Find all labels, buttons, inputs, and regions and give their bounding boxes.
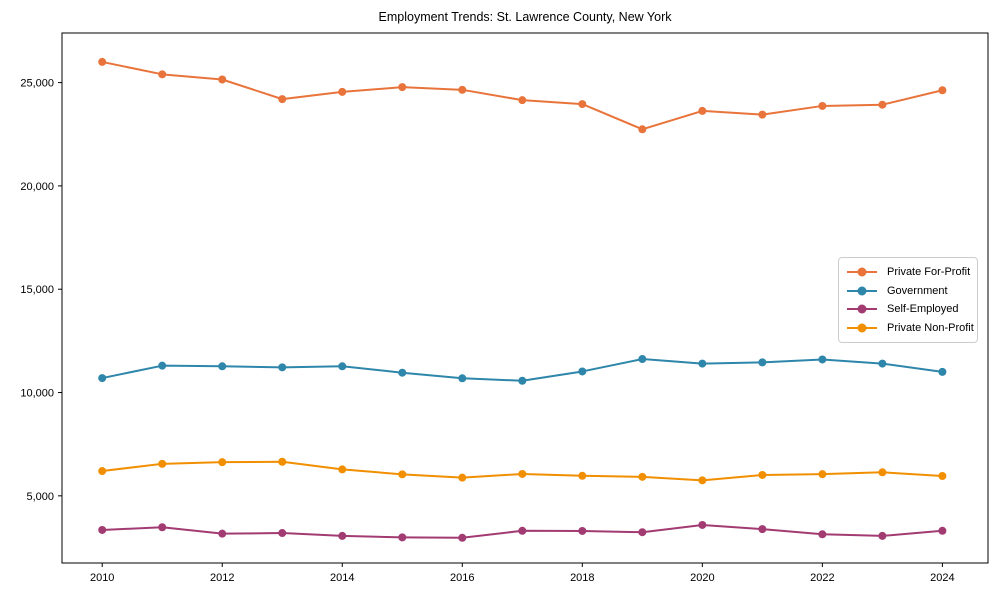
legend-line-marker-icon: [847, 323, 877, 333]
data-point-government-2016: [458, 374, 467, 383]
data-point-private-non-profit-2022: [818, 470, 827, 479]
data-point-private-non-profit-2021: [758, 470, 767, 479]
data-point-private-for-profit-2016: [458, 85, 467, 94]
legend-dot-icon: [857, 286, 867, 296]
data-point-government-2021: [758, 358, 767, 367]
data-point-government-2018: [578, 367, 587, 376]
x-tick-label: 2010: [90, 572, 114, 584]
x-tick-label: 2022: [810, 572, 834, 584]
legend-item: Private For-Profit: [847, 266, 971, 279]
plot-border: [61, 32, 989, 564]
x-tick-label: 2020: [690, 572, 714, 584]
y-tick-label: 20,000: [20, 181, 54, 193]
data-point-private-for-profit-2021: [758, 110, 767, 119]
data-point-government-2024: [938, 367, 947, 376]
legend-item: Government: [847, 285, 969, 297]
data-point-government-2012: [218, 362, 227, 371]
data-point-self-employed-2011: [158, 523, 167, 532]
data-point-private-for-profit-2017: [518, 96, 527, 105]
data-point-private-for-profit-2010: [98, 57, 107, 66]
x-tick-label: 2014: [330, 572, 354, 584]
data-point-private-for-profit-2012: [218, 75, 227, 84]
data-point-self-employed-2021: [758, 525, 767, 534]
data-point-private-non-profit-2011: [158, 459, 167, 468]
y-tick-label: 10,000: [20, 388, 54, 400]
data-point-private-for-profit-2022: [818, 101, 827, 110]
legend-line-marker-icon: [847, 286, 877, 296]
legend-box: Private For-Profit Government Self-Employe…: [838, 257, 978, 343]
data-point-private-non-profit-2016: [458, 473, 467, 482]
x-tick-label: 2024: [930, 572, 954, 584]
data-point-self-employed-2023: [878, 531, 887, 540]
y-tick-label: 5,000: [26, 491, 54, 503]
data-point-self-employed-2013: [278, 529, 287, 538]
data-point-private-for-profit-2019: [638, 125, 647, 134]
data-point-private-non-profit-2019: [638, 472, 647, 481]
data-point-private-non-profit-2012: [218, 458, 227, 467]
data-point-private-non-profit-2014: [338, 465, 347, 474]
data-point-government-2010: [98, 374, 107, 383]
data-point-private-for-profit-2018: [578, 100, 587, 109]
x-tick-label: 2018: [570, 572, 594, 584]
series-line-private-for-profit: [101, 60, 944, 131]
data-point-self-employed-2010: [98, 525, 107, 534]
data-point-self-employed-2018: [578, 526, 587, 535]
legend-dot-icon: [857, 323, 867, 333]
data-point-private-non-profit-2020: [698, 476, 707, 485]
data-point-private-for-profit-2015: [398, 83, 407, 92]
data-point-self-employed-2019: [638, 528, 647, 537]
data-point-government-2020: [698, 359, 707, 368]
chart-title: Employment Trends: St. Lawrence County, …: [378, 10, 672, 24]
data-point-self-employed-2024: [938, 526, 947, 535]
legend-line-marker-icon: [847, 304, 877, 314]
data-point-self-employed-2015: [398, 533, 407, 542]
data-point-government-2019: [638, 355, 647, 364]
y-tick-label: 15,000: [20, 284, 54, 296]
data-point-self-employed-2020: [698, 520, 707, 529]
data-point-self-employed-2014: [338, 531, 347, 540]
data-point-government-2013: [278, 363, 287, 372]
legend-label: Government: [887, 284, 948, 297]
data-point-private-for-profit-2011: [158, 70, 167, 79]
data-point-private-non-profit-2010: [98, 467, 107, 476]
data-point-government-2014: [338, 362, 347, 371]
legend-item: Private Non-Profit: [847, 322, 974, 334]
y-tick-label: 25,000: [20, 78, 54, 90]
data-point-private-non-profit-2024: [938, 472, 947, 481]
legend-label: Private For-Profit: [887, 266, 971, 279]
legend-dot-icon: [857, 267, 867, 277]
data-point-government-2015: [398, 368, 407, 377]
data-point-private-for-profit-2023: [878, 100, 887, 109]
data-point-private-for-profit-2024: [938, 86, 947, 95]
data-point-government-2011: [158, 361, 167, 370]
data-point-government-2023: [878, 359, 887, 368]
data-point-government-2022: [818, 355, 827, 364]
x-tick-label: 2012: [210, 572, 234, 584]
data-point-private-non-profit-2013: [278, 457, 287, 466]
legend-label: Self-Employed: [887, 303, 959, 316]
x-tick-label: 2016: [450, 572, 474, 584]
data-point-private-for-profit-2020: [698, 106, 707, 115]
data-point-government-2017: [518, 376, 527, 385]
data-point-private-non-profit-2015: [398, 470, 407, 479]
data-point-private-for-profit-2014: [338, 87, 347, 96]
legend-line-marker-icon: [847, 267, 877, 277]
data-point-self-employed-2016: [458, 533, 467, 542]
legend-label: Private Non-Profit: [887, 321, 974, 334]
data-point-private-for-profit-2013: [278, 95, 287, 104]
legend-dot-icon: [857, 304, 867, 314]
data-point-self-employed-2012: [218, 529, 227, 538]
data-point-self-employed-2017: [518, 526, 527, 535]
legend-item: Self-Employed: [847, 303, 969, 315]
data-point-private-non-profit-2023: [878, 468, 887, 477]
data-point-private-non-profit-2018: [578, 471, 587, 480]
data-point-private-non-profit-2017: [518, 469, 527, 478]
data-point-self-employed-2022: [818, 530, 827, 539]
